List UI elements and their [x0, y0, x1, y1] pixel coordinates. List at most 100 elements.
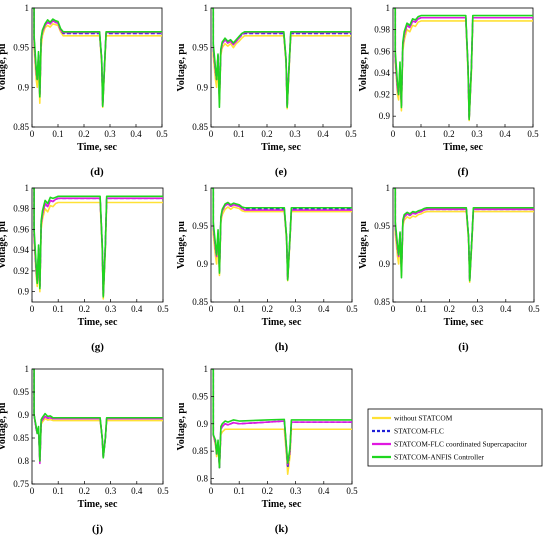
panels: 0 0.1 0.2 0.3 0.4 0.5 0.85 0.9 0.95 1 Time, sec Vol…	[0, 3, 540, 535]
y-tick-label: 0.9	[18, 410, 30, 420]
x-tick-label: 0.1	[234, 486, 245, 496]
y-tick-label: 0.96	[374, 46, 390, 56]
y-tick-label: 0.9	[18, 287, 30, 297]
x-tick-label: 0.2	[261, 129, 272, 139]
x-axis-label: Time, sec	[443, 142, 483, 153]
y-tick-label: 0.85	[192, 446, 208, 456]
series-line-statcom-anfis	[393, 8, 533, 121]
series-line-statcom-anfis	[32, 8, 162, 108]
y-tick-label: 1	[204, 3, 209, 13]
series-line-statcom-anfis	[393, 188, 534, 282]
chart-panel-d: 0 0.1 0.2 0.3 0.4 0.5 0.85 0.9 0.95 1 Time, sec Vol…	[0, 3, 168, 178]
y-tick-label: 0.95	[192, 43, 208, 53]
plot-area	[392, 187, 535, 303]
x-tick-label: 0	[209, 304, 214, 314]
y-tick-label: 0.95	[192, 221, 208, 231]
y-tick-label: 1	[386, 183, 391, 193]
chart-panel-e: 0 0.1 0.2 0.3 0.4 0.5 0.85 0.9 0.95 1 Time, sec Vol…	[176, 3, 357, 178]
x-tick-label: 0.2	[78, 129, 89, 139]
x-tick-label: 0.2	[262, 486, 273, 496]
plot-area	[31, 187, 164, 303]
x-tick-label: 0.4	[500, 304, 512, 314]
y-tick-label: 1	[204, 183, 209, 193]
x-tick-label: 0.1	[53, 304, 64, 314]
plot-area	[392, 7, 534, 128]
y-tick-label: 0.9	[18, 82, 30, 92]
x-tick-label: 0	[30, 486, 35, 496]
x-tick-label: 0.2	[444, 304, 455, 314]
y-tick-label: 0.85	[13, 122, 29, 132]
x-axis-label: Time, sec	[262, 317, 302, 328]
y-tick-label: 0.85	[192, 122, 208, 132]
x-tick-label: 0	[391, 304, 396, 314]
y-tick-label: 0.95	[13, 43, 29, 53]
x-axis-label: Time, sec	[78, 499, 118, 510]
chart-panel-i: 0 0.1 0.2 0.3 0.4 0.5 0.85 0.9 0.95 1 Time, sec Vol…	[358, 183, 540, 353]
x-axis-label: Time, sec	[262, 499, 302, 510]
x-axis-label: Time, sec	[261, 142, 301, 153]
panel-label: (e)	[275, 166, 288, 178]
y-axis-label: Voltage, pu	[176, 43, 187, 91]
chart-panel-f: 0 0.1 0.2 0.3 0.4 0.5 0.9 0.92 0.94 0.96 0.98 1 Time…	[358, 3, 539, 178]
x-tick-label: 0.4	[130, 129, 142, 139]
chart-panel-j: 0 0.1 0.2 0.3 0.4 0.5 0.75 0.8 0.85 0.9 0.95 1 Time,…	[0, 364, 169, 535]
y-tick-label: 1	[25, 364, 30, 374]
y-tick-label: 0.98	[13, 204, 29, 214]
chart-panel-g: 0 0.1 0.2 0.3 0.4 0.5 0.9 0.92 0.94 0.96 0.98 1 Time…	[0, 183, 169, 353]
y-tick-label: 0.9	[379, 259, 391, 269]
x-tick-label: 0.3	[105, 486, 117, 496]
y-tick-label: 0.95	[13, 387, 29, 397]
y-tick-label: 1	[386, 3, 391, 13]
x-tick-label: 0.1	[234, 304, 245, 314]
panel-label: (k)	[275, 523, 289, 535]
x-tick-label: 0.3	[290, 304, 302, 314]
y-tick-label: 0.8	[197, 474, 209, 484]
x-tick-label: 0	[209, 486, 214, 496]
legend-label-statcom-flc-supercap: STATCOM-FLC coordinated Supercapacitor	[394, 440, 527, 449]
x-tick-label: 0.2	[262, 304, 273, 314]
chart-panel-k: 0 0.1 0.2 0.3 0.4 0.5 0.8 0.85 0.9 0.95 1 Time, sec…	[176, 364, 358, 535]
panel-label: (i)	[458, 341, 469, 353]
series-line-statcom-anfis	[32, 369, 163, 462]
y-axis-label: Voltage, pu	[0, 43, 8, 91]
legend-label-statcom-flc: STATCOM-FLC	[394, 427, 444, 436]
y-tick-label: 1	[204, 364, 209, 374]
x-tick-label: 0	[391, 129, 396, 139]
panel-label: (f)	[458, 166, 469, 178]
x-tick-label: 0.1	[233, 129, 244, 139]
x-tick-label: 0.4	[317, 129, 329, 139]
y-tick-label: 0.92	[13, 266, 29, 276]
x-axis-label: Time, sec	[444, 317, 484, 328]
y-tick-label: 0.98	[374, 25, 390, 35]
panel-label: (j)	[92, 523, 103, 535]
x-tick-label: 0.3	[471, 129, 483, 139]
plot-area	[210, 7, 352, 128]
x-tick-label: 0.2	[443, 129, 454, 139]
y-axis-label: Voltage, pu	[358, 43, 369, 91]
y-axis-label: Voltage, pu	[176, 402, 187, 450]
x-tick-label: 0.1	[416, 304, 427, 314]
x-tick-label: 0.3	[105, 304, 117, 314]
y-axis-label: Voltage, pu	[0, 402, 8, 450]
x-axis-label: Time, sec	[78, 317, 118, 328]
y-tick-label: 0.92	[374, 90, 390, 100]
plot-area	[31, 7, 163, 128]
panel-label: (h)	[275, 341, 289, 353]
x-tick-label: 0	[30, 129, 35, 139]
x-tick-label: 0.5	[156, 129, 168, 139]
x-tick-label: 0.3	[472, 304, 484, 314]
x-tick-label: 0.4	[499, 129, 511, 139]
x-tick-label: 0.1	[52, 129, 63, 139]
panel-label: (d)	[90, 166, 104, 178]
legend-box	[367, 408, 543, 467]
x-tick-label: 0.4	[131, 486, 143, 496]
y-tick-label: 0.9	[197, 259, 209, 269]
legend: without STATCOM STATCOM-FLC STATCOM-FLC …	[367, 408, 543, 467]
x-axis-label: Time, sec	[77, 142, 117, 153]
series-line-without-statcom	[32, 8, 162, 108]
y-tick-label: 0.85	[13, 433, 29, 443]
x-tick-label: 0.1	[415, 129, 426, 139]
y-axis-label: Voltage, pu	[358, 221, 369, 269]
x-tick-label: 0.3	[290, 486, 302, 496]
